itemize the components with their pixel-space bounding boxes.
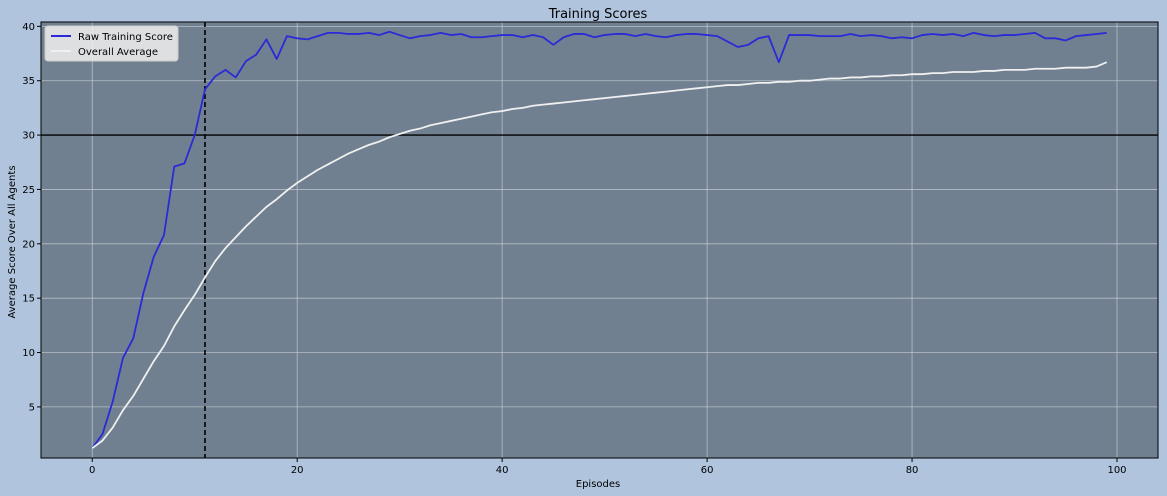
y-tick-label: 15 bbox=[22, 294, 35, 305]
overall-average-line bbox=[91, 61, 1108, 449]
plot-area bbox=[41, 22, 1158, 458]
y-axis-ticks: 5 10 15 20 25 30 35 40 bbox=[22, 22, 41, 413]
x-tick-label: 0 bbox=[89, 465, 95, 476]
y-tick-label: 40 bbox=[22, 22, 35, 33]
y-tick-label: 30 bbox=[22, 131, 35, 142]
chart-title: Training Scores bbox=[548, 7, 648, 22]
legend-label-raw: Raw Training Score bbox=[78, 32, 173, 43]
y-tick-label: 20 bbox=[22, 239, 35, 250]
x-tick-label: 20 bbox=[291, 465, 304, 476]
x-tick-label: 100 bbox=[1107, 465, 1126, 476]
x-tick-label: 40 bbox=[496, 465, 509, 476]
legend: Raw Training Score Overall Average bbox=[44, 25, 179, 62]
plot-frame bbox=[40, 21, 1159, 459]
series-lines bbox=[91, 30, 1108, 449]
y-tick-label: 5 bbox=[29, 402, 35, 413]
y-tick-label: 10 bbox=[22, 348, 35, 359]
grid-lines bbox=[41, 22, 1158, 458]
raw-training-score-line bbox=[91, 30, 1107, 449]
x-axis-ticks: 0 20 40 60 80 100 bbox=[89, 458, 1127, 476]
reference-lines bbox=[41, 22, 1158, 458]
legend-label-average: Overall Average bbox=[78, 47, 158, 58]
x-tick-label: 60 bbox=[701, 465, 714, 476]
y-tick-label: 35 bbox=[22, 76, 35, 87]
x-tick-label: 80 bbox=[906, 465, 919, 476]
y-axis-label: Average Score Over All Agents bbox=[7, 165, 18, 318]
y-tick-label: 25 bbox=[22, 185, 35, 196]
legend-box bbox=[44, 25, 179, 62]
x-axis-label: Episodes bbox=[576, 479, 620, 490]
